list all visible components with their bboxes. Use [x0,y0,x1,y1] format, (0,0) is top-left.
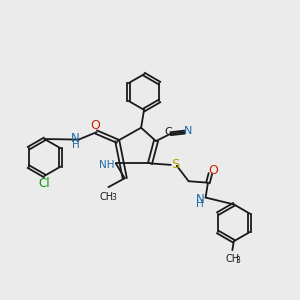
Text: O: O [90,119,100,132]
Text: NH: NH [99,160,115,170]
Text: S: S [171,158,179,171]
Text: 3: 3 [236,256,241,265]
Text: N: N [184,126,192,136]
Text: H: H [72,140,80,150]
Text: O: O [208,164,218,177]
Text: H: H [196,200,204,209]
Text: N: N [71,132,80,145]
Text: N: N [196,193,205,206]
Text: Cl: Cl [38,177,50,190]
Text: CH: CH [100,192,114,202]
Text: C: C [165,127,172,137]
Text: CH: CH [225,254,239,264]
Text: 3: 3 [111,193,116,202]
